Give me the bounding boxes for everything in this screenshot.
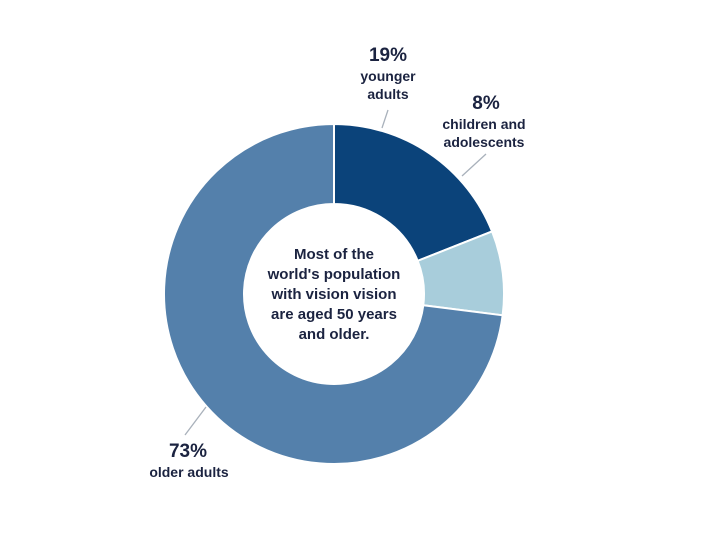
center-text-line-1: Most of the <box>294 246 374 263</box>
value-label-children: 8% <box>472 93 500 114</box>
value-label-younger: 19% <box>369 45 407 66</box>
category-label-younger-line1: younger <box>360 68 416 84</box>
leader-line-older <box>184 406 207 436</box>
center-text-line-3: with vision vision <box>270 286 396 303</box>
center-text-line-4: are aged 50 years <box>271 306 397 323</box>
category-label-older: older adults <box>149 464 229 480</box>
slice-younger <box>333 122 494 263</box>
center-text-line-5: and older. <box>299 326 370 343</box>
category-label-children-line1: children and <box>442 116 525 132</box>
leader-line-children <box>461 153 487 177</box>
value-label-older: 73% <box>169 441 207 462</box>
donut-slices <box>163 122 505 465</box>
center-text-line-2: world's population <box>267 266 401 283</box>
category-label-younger-line2: adults <box>367 86 408 102</box>
category-label-children-line2: adolescents <box>444 134 525 150</box>
slice-older <box>163 122 504 465</box>
leader-line-younger <box>381 109 389 129</box>
